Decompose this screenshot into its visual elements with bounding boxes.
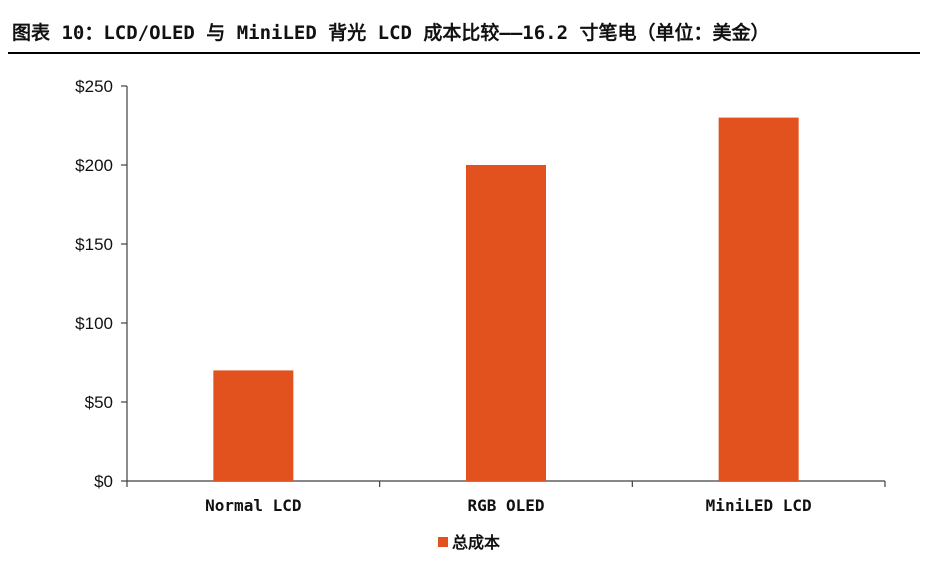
y-tick-label: $200 — [75, 156, 113, 175]
x-category-labels: Normal LCD RGB OLED MiniLED LCD — [205, 496, 811, 515]
y-tick-label: $100 — [75, 314, 113, 333]
bar — [213, 370, 294, 481]
bar — [466, 165, 546, 481]
y-tick-labels: $0 $50 $100 $150 $200 $250 — [75, 77, 113, 491]
y-tick-label: $50 — [85, 393, 113, 412]
legend: 总成本 — [438, 533, 500, 552]
x-category-label: MiniLED LCD — [706, 496, 812, 515]
chart-title: 图表 10：LCD/OLED 与 MiniLED 背光 LCD 成本比较——16… — [12, 22, 770, 44]
title-underline — [8, 52, 920, 54]
x-category-label: RGB OLED — [467, 496, 544, 515]
legend-swatch — [438, 537, 448, 547]
y-tick-label: $150 — [75, 235, 113, 254]
y-tick-label: $250 — [75, 77, 113, 96]
bar — [718, 117, 799, 481]
bars — [213, 117, 799, 481]
x-category-label: Normal LCD — [205, 496, 301, 515]
legend-label: 总成本 — [452, 533, 500, 552]
y-tick-label: $0 — [94, 472, 113, 491]
